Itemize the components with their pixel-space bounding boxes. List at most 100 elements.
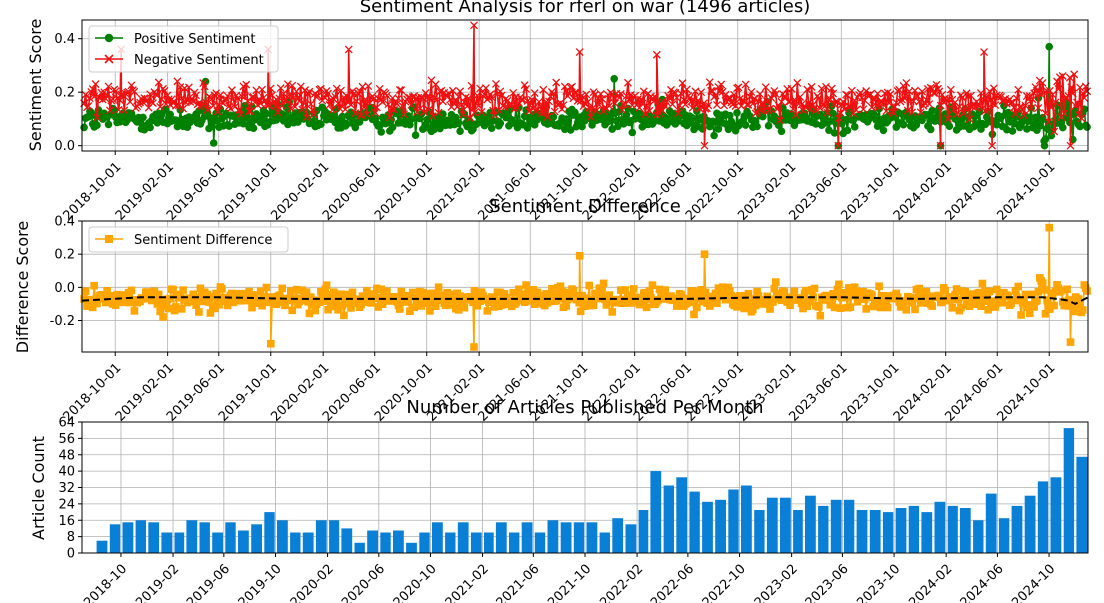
data-point (93, 299, 101, 308)
sentiment-title: Sentiment Analysis for rferl on war (149… (360, 0, 810, 17)
data-point (608, 125, 616, 133)
data-point (658, 95, 667, 104)
data-point (396, 305, 404, 313)
data-point (278, 110, 287, 118)
data-point (575, 252, 584, 260)
data-point (88, 85, 97, 94)
difference-ylabel: Difference Score (13, 221, 32, 353)
data-point (1003, 125, 1011, 134)
data-point (733, 109, 741, 117)
data-point (834, 141, 843, 150)
data-point (1031, 113, 1040, 122)
data-point (642, 303, 651, 312)
data-point (941, 286, 949, 295)
bar (1011, 505, 1023, 553)
data-point (278, 284, 286, 293)
legend-positive-label: Positive Sentiment (134, 32, 255, 47)
bar (895, 508, 907, 553)
data-point (448, 86, 457, 95)
data-point (139, 113, 147, 122)
data-point (908, 108, 917, 117)
data-point (341, 105, 350, 114)
data-point (159, 313, 167, 321)
data-point (1064, 302, 1073, 310)
y-tick-label: 0.2 (54, 86, 75, 101)
data-point (677, 291, 685, 299)
bar (612, 518, 624, 553)
data-point (690, 310, 698, 319)
data-point (589, 301, 598, 309)
data-point (396, 112, 404, 120)
data-point (246, 291, 255, 299)
data-point (793, 78, 802, 87)
data-point (1014, 85, 1023, 94)
bar (638, 510, 649, 553)
data-point (964, 297, 972, 306)
data-point (1066, 338, 1075, 346)
data-point (822, 82, 830, 91)
bar (973, 520, 984, 554)
data-point (951, 290, 959, 299)
data-point (539, 85, 548, 94)
data-point (588, 104, 597, 113)
data-point (123, 116, 131, 124)
data-point (382, 91, 391, 100)
series-positive-sentiment (80, 42, 1091, 150)
data-point (383, 287, 391, 296)
bar (354, 542, 365, 553)
data-point (248, 93, 256, 102)
bar (534, 532, 546, 553)
data-point (487, 93, 496, 102)
data-point (489, 106, 498, 115)
data-point (340, 311, 348, 320)
data-point (848, 291, 856, 300)
data-point (641, 288, 649, 297)
x-tick-label: 2022-02 (597, 562, 646, 603)
data-point (561, 125, 569, 134)
x-tick-label: 2023-02 (752, 562, 801, 603)
data-point (810, 284, 819, 293)
data-point (803, 85, 812, 94)
data-point (338, 112, 347, 121)
data-point (272, 300, 281, 309)
bar (122, 522, 134, 553)
articles-ylabel: Article Count (29, 436, 48, 540)
data-point (764, 121, 773, 130)
data-point (177, 305, 186, 313)
data-point (931, 89, 940, 98)
data-point (677, 89, 686, 98)
bar (264, 512, 275, 553)
data-point (311, 306, 319, 315)
data-point (592, 106, 601, 115)
data-point (902, 78, 911, 87)
data-point (700, 141, 709, 150)
data-point (156, 307, 164, 316)
bar (843, 499, 855, 553)
data-point (835, 280, 843, 289)
data-point (1041, 310, 1050, 318)
data-point (980, 297, 988, 305)
data-point (921, 294, 929, 302)
data-point (258, 301, 266, 310)
data-point (954, 295, 962, 304)
data-point (1011, 287, 1020, 295)
data-point (248, 303, 256, 312)
series-negative-sentiment (80, 21, 1092, 150)
bar (277, 520, 288, 554)
data-point (1074, 295, 1083, 303)
data-point (286, 104, 295, 113)
data-point (614, 122, 622, 131)
bar (367, 530, 378, 553)
data-point (120, 106, 129, 115)
data-point (420, 108, 429, 117)
data-point (875, 282, 883, 290)
bar (625, 524, 637, 553)
data-point (734, 83, 743, 92)
data-point (101, 298, 110, 307)
data-point (774, 101, 783, 110)
x-tick-label: 2019-10 (236, 562, 285, 603)
data-point (179, 104, 188, 113)
data-point (736, 292, 744, 300)
data-point (892, 289, 901, 298)
bar (663, 485, 674, 553)
